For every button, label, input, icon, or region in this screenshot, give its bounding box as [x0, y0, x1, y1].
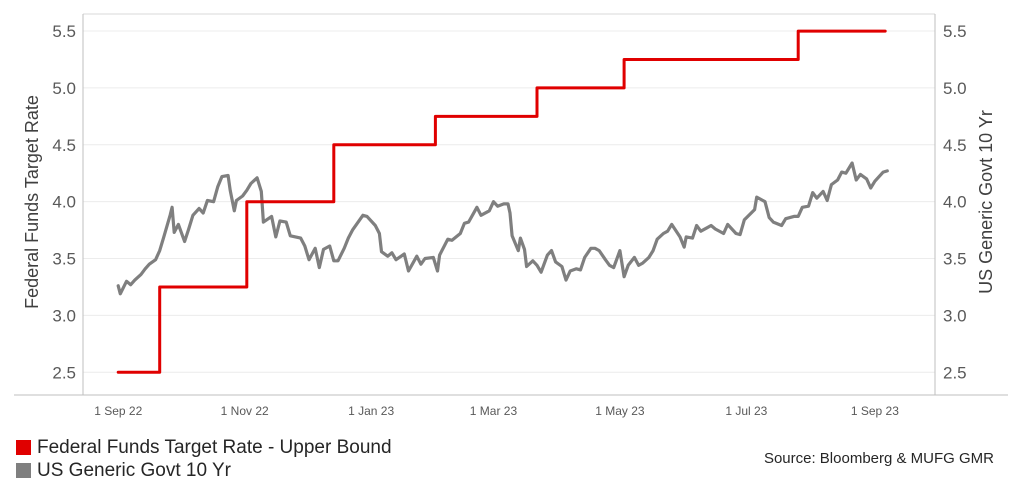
left-y-tick-label: 4.0	[52, 193, 76, 212]
left-y-tick-label: 3.0	[52, 306, 76, 325]
x-tick-label: 1 Mar 23	[470, 404, 518, 418]
x-tick-label: 1 Sep 22	[94, 404, 142, 418]
x-tick-label: 1 Nov 22	[221, 404, 269, 418]
right-y-tick-label: 5.5	[943, 22, 967, 41]
legend: Federal Funds Target Rate - Upper Bound …	[16, 436, 392, 482]
right-y-tick-labels: 2.5 3.0 3.5 4.0 4.5 5.0 5.5	[943, 22, 967, 382]
legend-item-fed-funds: Federal Funds Target Rate - Upper Bound	[16, 436, 392, 459]
legend-label-fed-funds: Federal Funds Target Rate - Upper Bound	[37, 436, 392, 458]
left-y-tick-label: 3.5	[52, 250, 76, 269]
right-y-tick-label: 4.0	[943, 193, 967, 212]
series-layer	[116, 29, 889, 374]
x-tick-label: 1 May 23	[595, 404, 645, 418]
x-tick-label: 1 Jul 23	[725, 404, 767, 418]
x-tick-label: 1 Sep 23	[851, 404, 899, 418]
right-axis-title: US Generic Govt 10 Yr	[976, 110, 996, 294]
right-y-tick-label: 2.5	[943, 363, 967, 382]
source-note: Source: Bloomberg & MUFG GMR	[763, 450, 994, 467]
right-y-tick-label: 3.0	[943, 306, 967, 325]
x-tick-label: 1 Jan 23	[348, 404, 394, 418]
legend-item-us-10yr: US Generic Govt 10 Yr	[16, 459, 392, 482]
left-y-tick-label: 4.5	[52, 136, 76, 155]
x-tick-labels: 1 Sep 22 1 Nov 22 1 Jan 23 1 Mar 23 1 May 23…	[94, 404, 899, 418]
left-y-tick-label: 2.5	[52, 363, 76, 382]
axes	[14, 13, 1008, 396]
us-10yr-yield-line	[116, 161, 889, 296]
fed-funds-rate-line	[116, 29, 887, 374]
left-y-tick-label: 5.5	[52, 22, 76, 41]
legend-swatch-fed-funds	[16, 440, 31, 455]
right-y-tick-label: 3.5	[943, 250, 967, 269]
dual-axis-line-chart: 2.5 3.0 3.5 4.0 4.5 5.0 5.5 2.5 3.0 3.5 4.0 4.5 5.0…	[14, 13, 1008, 418]
legend-swatch-us-10yr	[16, 463, 31, 478]
right-y-tick-label: 4.5	[943, 136, 967, 155]
legend-label-us-10yr: US Generic Govt 10 Yr	[37, 459, 231, 481]
horizontal-gridlines	[83, 30, 935, 373]
left-axis-title: Federal Funds Target Rate	[22, 95, 42, 309]
right-y-tick-label: 5.0	[943, 79, 967, 98]
left-y-tick-label: 5.0	[52, 79, 76, 98]
left-y-tick-labels: 2.5 3.0 3.5 4.0 4.5 5.0 5.5	[52, 22, 76, 382]
